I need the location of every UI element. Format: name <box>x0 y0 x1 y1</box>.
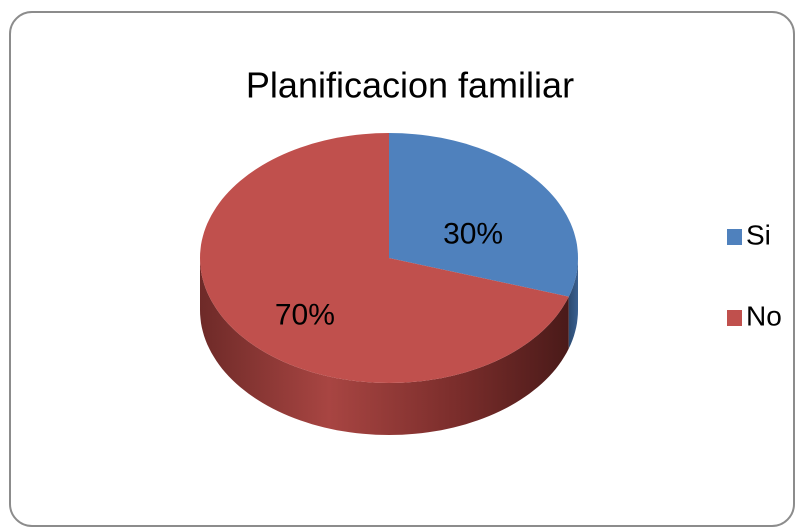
legend-swatch <box>727 310 742 326</box>
legend-label: No <box>746 300 782 331</box>
chart-title: Planificacion familiar <box>246 65 574 106</box>
data-label: 70% <box>275 298 335 331</box>
slice-side <box>200 258 569 435</box>
data-label: 30% <box>443 218 503 251</box>
pie-slice <box>389 133 578 297</box>
legend-swatch <box>727 229 742 245</box>
slice-side <box>568 258 578 349</box>
pie-slice <box>200 133 569 383</box>
legend-label: Si <box>746 219 771 250</box>
